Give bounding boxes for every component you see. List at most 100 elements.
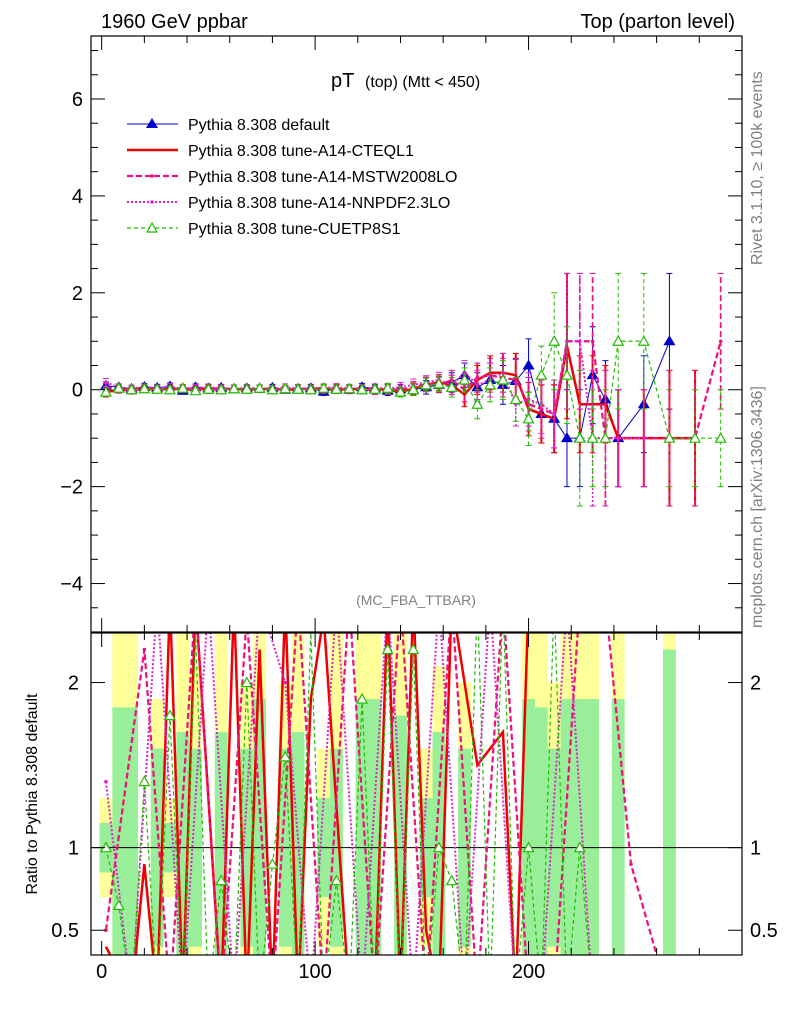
cuet-point: [420, 378, 433, 390]
nnpdf-point: [642, 436, 646, 440]
legend-default-marker: [146, 118, 158, 128]
cuet-point: [612, 335, 625, 346]
cuet-point: [330, 383, 343, 394]
cuet-point: [599, 431, 612, 443]
nnpdf-point: [616, 436, 621, 440]
cuet-ratio-point: [163, 709, 176, 721]
cuet-point: [304, 383, 317, 395]
cuet-point: [407, 383, 420, 395]
mstw-ratio-line: [104, 633, 658, 955]
band-inner: [586, 699, 599, 955]
mstw-ratio-point: [104, 928, 108, 933]
cuet-point: [509, 393, 522, 405]
mstw-ratio-point: [142, 647, 147, 652]
ratio-ytick-label-right: 1: [750, 838, 761, 860]
cuet-point: [586, 431, 599, 443]
default-point: [663, 335, 676, 346]
mcplots-label: mcplots.cern.ch [arXiv:1306.3436]: [749, 386, 766, 628]
series-layer-ratio: [91, 633, 742, 955]
nnpdf-point: [577, 339, 582, 344]
legend-cuet-marker: [145, 221, 159, 233]
cuet-point: [432, 377, 445, 389]
cuet-ratio-point: [445, 874, 458, 886]
cuet-ratio-point: [356, 692, 369, 704]
ratio-ytick-label-right: 0.5: [750, 920, 778, 942]
legend-nnpdf-marker: [150, 200, 154, 204]
cuet-ratio-point: [330, 874, 343, 886]
cuet-ratio-point: [432, 841, 445, 853]
band-layer: [99, 633, 676, 955]
nnpdf-point: [526, 397, 531, 402]
top-ytick-label: −2: [60, 477, 83, 499]
nnpdf-series-line: [105, 340, 644, 440]
default-point: [560, 432, 573, 443]
xtick-label: 100: [298, 961, 331, 983]
chart-title-sub: (top) (Mtt < 450): [365, 74, 480, 91]
cuet-point: [240, 383, 253, 394]
ratio-ytick-label-left: 0.5: [51, 920, 79, 942]
cuet-point: [522, 412, 535, 424]
cuet-point: [292, 383, 305, 394]
top-ytick-label: 0: [72, 380, 83, 402]
legend-nnpdf-label: Pythia 8.308 tune-A14-NNPDF2.3LO: [188, 195, 450, 212]
nnpdf-point: [565, 339, 569, 344]
axes-layer: 6 4 2 0 −2 −4 2 2 1 1 0.5 0.5 0 100 200: [51, 36, 778, 983]
cuet-point: [663, 431, 676, 443]
cuet-point: [202, 383, 215, 394]
cuet-point: [560, 368, 573, 380]
cuet-ratio-point: [381, 643, 394, 655]
top-ytick-label: 6: [72, 89, 83, 111]
header-left: 1960 GeV ppbar: [101, 11, 248, 33]
cuet-point: [368, 383, 381, 394]
cuet-ratio-point: [407, 643, 420, 655]
cuet-point: [689, 431, 702, 443]
nnpdf-point: [475, 383, 480, 387]
mstw-point: [590, 339, 595, 344]
cuet-point: [394, 385, 407, 397]
rivet-label: Rivet 3.1.10, ≥ 100k events: [749, 71, 766, 265]
cuet-ratio-point: [240, 676, 253, 688]
cuet-point: [125, 383, 138, 395]
xtick-label: 0: [96, 961, 107, 983]
top-ytick-label: −4: [60, 574, 83, 596]
cuet-ratio-point: [266, 857, 279, 869]
nnpdf-ratio-line: [104, 633, 591, 955]
cuet-ratio-point: [573, 841, 586, 853]
legend-mstw-marker: [150, 174, 154, 178]
mstw-point: [513, 378, 518, 382]
watermark: (MC_FBA_TTBAR): [356, 592, 476, 608]
ratio-ytick-label-right: 2: [750, 673, 761, 695]
cuet-point: [484, 378, 497, 390]
cuet-point: [637, 335, 650, 346]
mstw-ratio-point: [629, 862, 633, 866]
cuet-point: [163, 383, 176, 395]
legend-cuet-label: Pythia 8.308 tune-CUETP8S1: [188, 221, 401, 238]
mstw-point: [718, 339, 723, 344]
top-ytick-label: 2: [72, 283, 83, 305]
cuet-point: [356, 383, 369, 395]
nnpdf-ratio-point: [104, 779, 108, 784]
cuet-point: [458, 373, 471, 385]
header-right: Top (parton level): [580, 11, 735, 33]
legend-mstw-label: Pythia 8.308 tune-A14-MSTW2008LO: [188, 169, 457, 186]
cuet-point: [548, 335, 561, 346]
cuet-point: [253, 382, 266, 393]
ratio-ytick-label-left: 2: [68, 673, 79, 695]
ratio-ytick-label-left: 1: [68, 838, 79, 860]
cuet-point: [279, 382, 292, 394]
chart-title-main: pT: [331, 70, 354, 92]
nnpdf-point: [462, 370, 467, 375]
main-plot-frame: [90, 35, 743, 633]
cuet-point: [381, 382, 394, 393]
xtick-label: 200: [512, 961, 545, 983]
cuet-point: [227, 382, 241, 394]
cuet-point: [215, 383, 228, 395]
nnpdf-point: [501, 370, 505, 375]
cuet-ratio-point: [215, 874, 228, 886]
cuet-point: [112, 382, 125, 393]
cuet-point: [496, 373, 509, 385]
legend-default-label: Pythia 8.308 default: [188, 117, 330, 134]
ratio-ylabel: Ratio to Pythia 8.308 default: [24, 693, 41, 895]
cuet-point: [189, 384, 202, 396]
